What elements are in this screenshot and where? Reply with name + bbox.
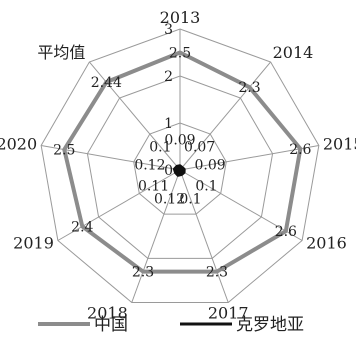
data-label-s1: 0.12 xyxy=(154,192,185,208)
legend-label-1: 克罗地亚 xyxy=(236,315,304,335)
radar-grid xyxy=(40,28,320,303)
category-label: 2014 xyxy=(273,43,314,62)
grid-spoke-8 xyxy=(88,61,181,171)
data-label-s1: 0.07 xyxy=(184,140,215,156)
data-label-s0: 2.3 xyxy=(132,265,154,281)
grid-spoke-2 xyxy=(179,145,319,171)
legend-label-0: 中国 xyxy=(94,315,128,335)
category-label: 2018 xyxy=(87,303,128,322)
category-label: 2013 xyxy=(160,8,201,27)
data-label-s1: 0.11 xyxy=(138,178,169,194)
category-label: 2019 xyxy=(13,234,54,253)
data-label-s1: 0.1 xyxy=(149,140,171,156)
grid-ring-1 xyxy=(133,122,227,215)
legend: 中国 克罗地亚 xyxy=(38,315,304,335)
data-label-s0: 2.6 xyxy=(289,142,311,158)
data-label-s0: 2.5 xyxy=(169,46,191,62)
series-line-1 xyxy=(172,164,186,177)
category-label: 平均值 xyxy=(37,43,85,62)
series-layer xyxy=(62,50,303,274)
data-label-s1: 0.09 xyxy=(164,132,195,148)
data-label-s1: 0.1 xyxy=(179,192,201,208)
grid-ring-2 xyxy=(86,75,274,259)
radial-tick-label: 0 xyxy=(164,163,173,179)
data-label-s1: 0.12 xyxy=(134,158,165,174)
radial-tick-label: 1 xyxy=(164,116,173,132)
data-label-s0: 2.6 xyxy=(275,224,297,240)
grid-ring-3 xyxy=(40,28,320,303)
data-label-s1: 0.1 xyxy=(195,178,217,194)
category-label: 2015 xyxy=(323,135,356,154)
category-label: 2020 xyxy=(0,135,37,154)
data-label-s0: 2.5 xyxy=(53,143,75,159)
radial-tick-label: 3 xyxy=(164,22,173,38)
data-label-s0: 2.44 xyxy=(91,75,122,91)
category-label: 2016 xyxy=(306,234,347,253)
data-label-s0: 2.4 xyxy=(71,219,93,235)
data-label-s0: 2.3 xyxy=(238,80,260,96)
category-label: 2017 xyxy=(208,303,249,322)
data-label-s1: 0.09 xyxy=(194,158,225,174)
grid-spoke-1 xyxy=(179,61,272,171)
data-label-s0: 2.3 xyxy=(206,265,228,281)
grid-spoke-6 xyxy=(57,169,181,241)
grid-spoke-3 xyxy=(179,169,303,241)
series-line-0 xyxy=(62,50,303,274)
grid-spoke-4 xyxy=(179,169,229,303)
grid-spoke-5 xyxy=(131,169,181,303)
radial-tick-label: 2 xyxy=(164,69,173,85)
